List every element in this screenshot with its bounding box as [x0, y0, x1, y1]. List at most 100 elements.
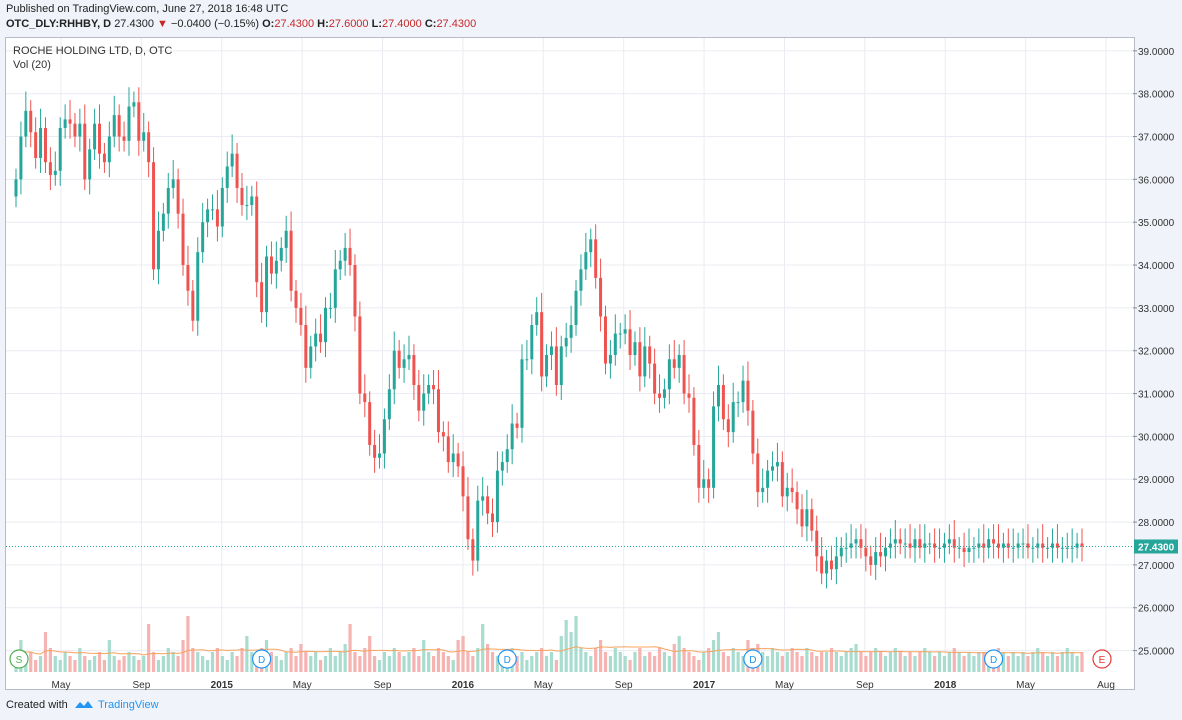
volume-bar	[554, 660, 558, 672]
volume-bar	[353, 652, 357, 672]
volume-bar	[1060, 652, 1064, 672]
volume-bar	[304, 652, 308, 672]
volume-bar	[883, 656, 888, 672]
candle-body	[235, 153, 239, 188]
volume-bar	[422, 640, 426, 672]
candle-body	[495, 470, 499, 523]
header-bar: Published on TradingView.com, June 27, 2…	[0, 0, 1182, 36]
candle-body	[938, 547, 942, 549]
y-tick-label: 28.0000	[1138, 518, 1175, 529]
candle-body	[299, 307, 303, 326]
volume-bar	[122, 656, 126, 672]
y-tick-label: 35.0000	[1138, 218, 1175, 229]
candle-body	[525, 359, 529, 361]
close-value: 27.4300	[436, 18, 477, 30]
candle-body	[181, 213, 185, 266]
candle-body	[107, 136, 111, 163]
candle-body	[790, 487, 794, 493]
candle-body	[363, 393, 367, 403]
x-tick-label: 2017	[693, 680, 716, 691]
candle-body	[260, 282, 264, 313]
volume-bar	[289, 648, 293, 672]
volume-bar	[137, 660, 141, 672]
symbol: OTC_DLY:RHHBY, D	[6, 18, 112, 30]
candle-body	[844, 547, 848, 549]
chart-area[interactable]	[5, 37, 1135, 690]
event-marker	[252, 649, 272, 669]
candle-body	[761, 487, 765, 493]
candle-body	[643, 346, 647, 377]
candle-body	[746, 380, 750, 411]
candle-body	[756, 453, 760, 493]
volume-bar	[761, 652, 765, 672]
volume-bar	[392, 648, 396, 672]
candle-body	[1026, 543, 1030, 548]
volume-bar	[795, 652, 799, 672]
candle-body	[196, 252, 200, 321]
open-value: 27.4300	[274, 18, 315, 30]
candle-body	[387, 389, 391, 420]
created-with-text: Created with	[6, 699, 68, 711]
volume-bar	[1041, 652, 1045, 672]
volume-bar	[657, 648, 662, 672]
volume-bar	[363, 648, 367, 672]
candle-body	[147, 132, 151, 163]
candle-body	[613, 333, 617, 355]
volume-bar	[903, 656, 907, 672]
candle-body	[697, 444, 701, 488]
candle-body	[461, 466, 465, 497]
candle-body	[319, 333, 323, 343]
volume-bar	[1080, 652, 1084, 672]
volume-bar	[1070, 652, 1074, 672]
volume-bar	[613, 648, 617, 672]
candle-body	[923, 543, 927, 548]
event-marker	[983, 649, 1004, 669]
candle-body	[942, 543, 946, 548]
volume-bar	[481, 624, 485, 672]
volume-bar	[412, 648, 416, 672]
candle-body	[402, 359, 406, 368]
volume-bar	[436, 648, 441, 672]
price-change: −0.0400 (−0.15%)	[170, 18, 260, 30]
candle-body	[633, 342, 637, 355]
candle-body	[466, 496, 470, 540]
volume-bar	[343, 644, 347, 672]
last-price: 27.4300	[114, 18, 154, 30]
candle-body	[987, 539, 991, 548]
volume-bar	[333, 656, 337, 672]
volume-bar	[485, 644, 490, 672]
candle-body	[800, 509, 804, 527]
volume-bar	[377, 660, 382, 672]
candle-body	[736, 402, 740, 404]
candle-body	[240, 187, 244, 206]
candle-body	[451, 453, 455, 463]
volume-bar	[151, 652, 156, 672]
candle-body	[751, 410, 755, 454]
volume-bar	[427, 652, 431, 672]
volume-bar	[461, 636, 465, 672]
tradingview-brand[interactable]: TradingView	[98, 699, 159, 711]
candle-body	[554, 346, 558, 385]
x-tick-label: 2018	[934, 680, 957, 691]
candle-body	[721, 384, 725, 420]
volume-bar	[741, 656, 745, 672]
volume-bar	[63, 652, 67, 672]
x-tick-label: Sep	[856, 680, 874, 691]
candle-body	[358, 316, 362, 394]
candle-body	[191, 290, 195, 321]
candle-body	[279, 247, 283, 261]
volume-bar	[544, 656, 549, 672]
candle-body	[854, 539, 858, 544]
candle-body	[766, 470, 770, 488]
candle-body	[382, 419, 386, 454]
volume-bar	[810, 652, 814, 672]
candle-body	[397, 350, 401, 368]
candle-body	[63, 119, 67, 128]
volume-bar	[1026, 656, 1030, 672]
volume-bar	[780, 656, 784, 672]
volume-bar	[869, 652, 873, 672]
chart-legend-title: ROCHE HOLDING LTD, D, OTC	[13, 45, 173, 57]
y-tick-label: 27.0000	[1138, 561, 1175, 572]
volume-bar	[559, 636, 563, 672]
